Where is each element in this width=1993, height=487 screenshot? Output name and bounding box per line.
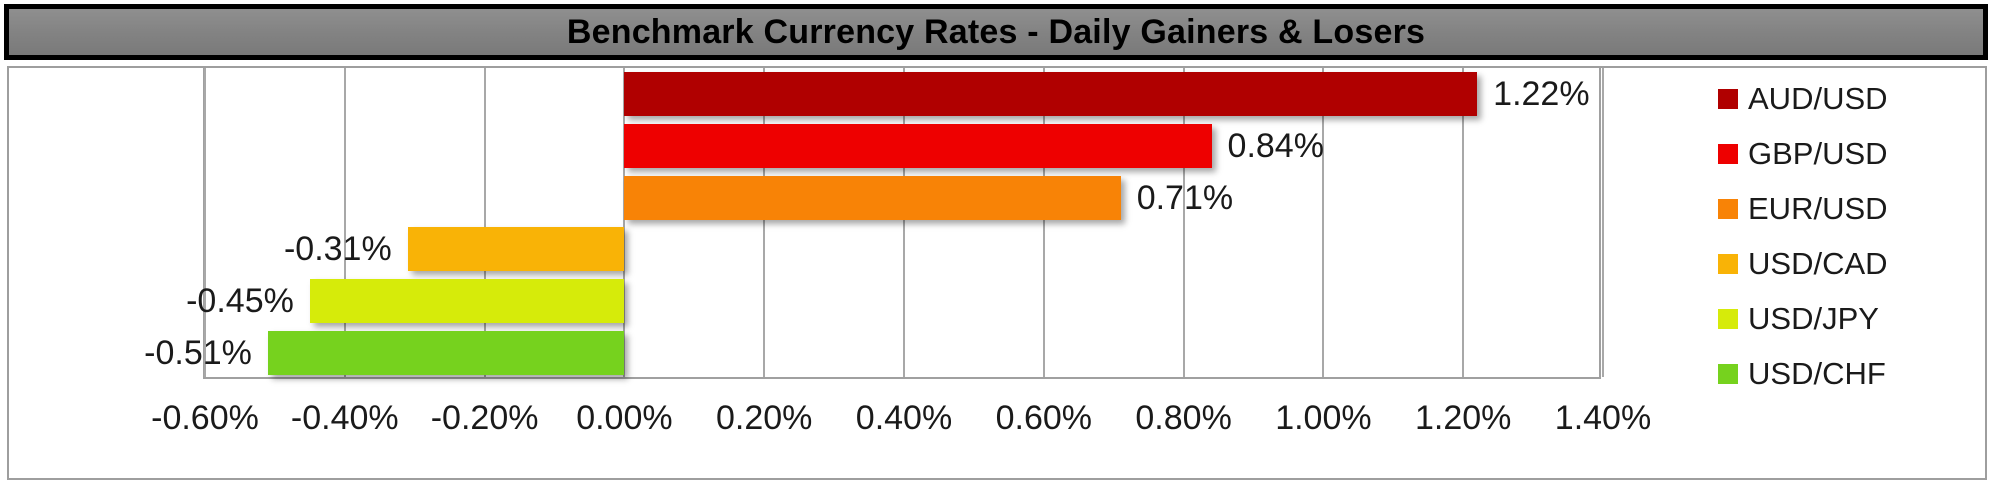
legend-item-aud-usd: AUD/USD [1718,81,1888,116]
gridline-0-60- [1042,68,1045,377]
chart-legend: AUD/USD GBP/USD EUR/USD USD/CAD USD/JPY USD/C… [1718,81,1888,414]
x-tick-label-1-20-: 1.20% [1414,399,1512,437]
chart-plot-container: -0.60% -0.40% -0.20% 0.00% 0.20% 0.40% 0.60% 0.… [7,66,1987,480]
data-label-usd-jpy: -0.45% [186,282,294,321]
gridline--0-40- [343,68,346,377]
legend-swatch-icon [1718,89,1738,109]
chart-title: Benchmark Currency Rates - Daily Gainers… [566,12,1426,51]
gridline-0-00- [623,68,626,377]
legend-swatch-icon [1718,364,1738,384]
x-tick-label-0-60-: 0.60% [995,399,1092,437]
bar-usd-chf [267,331,625,376]
legend-item-usd-cad: USD/CAD [1718,246,1888,281]
legend-item-gbp-usd: GBP/USD [1718,136,1888,171]
gridline-1-00- [1322,68,1325,377]
data-label-gbp-usd: 0.84% [1227,126,1324,165]
data-label-usd-cad: -0.31% [283,230,392,269]
legend-label: USD/JPY [1748,301,1879,336]
bar-eur-usd [624,175,1121,220]
bar-aud-usd [624,71,1478,116]
bar-usd-jpy [309,279,625,324]
bar-usd-cad [407,227,625,272]
legend-swatch-icon [1718,309,1738,329]
legend-label: AUD/USD [1748,81,1888,116]
x-axis: -0.60% -0.40% -0.20% 0.00% 0.20% 0.40% 0.60% 0.… [151,397,1651,439]
bar-gbp-usd [624,123,1212,168]
legend-label: USD/CAD [1748,246,1888,281]
gridline-1-40- [1602,68,1604,377]
x-tick-label--0-20-: -0.20% [430,399,539,437]
x-tick-label-0-00-: 0.00% [576,399,673,437]
gridline-0-80- [1182,68,1185,377]
legend-item-usd-chf: USD/CHF [1718,356,1888,391]
x-tick-label-0-40-: 0.40% [855,399,953,437]
x-tick-label-0-20-: 0.20% [715,399,813,437]
x-tick-label-0-80-: 0.80% [1135,399,1232,437]
data-label-eur-usd: 0.71% [1136,178,1234,217]
legend-label: USD/CHF [1748,356,1886,391]
x-tick-label--0-60-: -0.60% [151,399,259,437]
legend-swatch-icon [1718,144,1738,164]
gridline-0-40- [903,68,905,377]
legend-label: GBP/USD [1748,136,1888,171]
legend-item-usd-jpy: USD/JPY [1718,301,1888,336]
data-label-usd-chf: -0.51% [144,334,252,373]
gridline--0-60- [204,68,206,377]
data-label-aud-usd: 1.22% [1493,74,1590,113]
x-tick-label--0-40-: -0.40% [290,399,399,437]
gridline-0-20- [763,68,766,377]
chart-title-banner: Benchmark Currency Rates - Daily Gainers… [4,4,1988,60]
plot-area: -0.60% -0.40% -0.20% 0.00% 0.20% 0.40% 0.60% 0.… [144,68,1651,437]
legend-label: EUR/USD [1748,191,1888,226]
legend-swatch-icon [1718,199,1738,219]
x-tick-label-1-40-: 1.40% [1554,399,1652,437]
x-tick-label-1-00-: 1.00% [1275,399,1372,437]
legend-swatch-icon [1718,254,1738,274]
legend-item-eur-usd: EUR/USD [1718,191,1888,226]
gridline-1-20- [1462,68,1465,377]
gridline--0-20- [483,68,486,377]
